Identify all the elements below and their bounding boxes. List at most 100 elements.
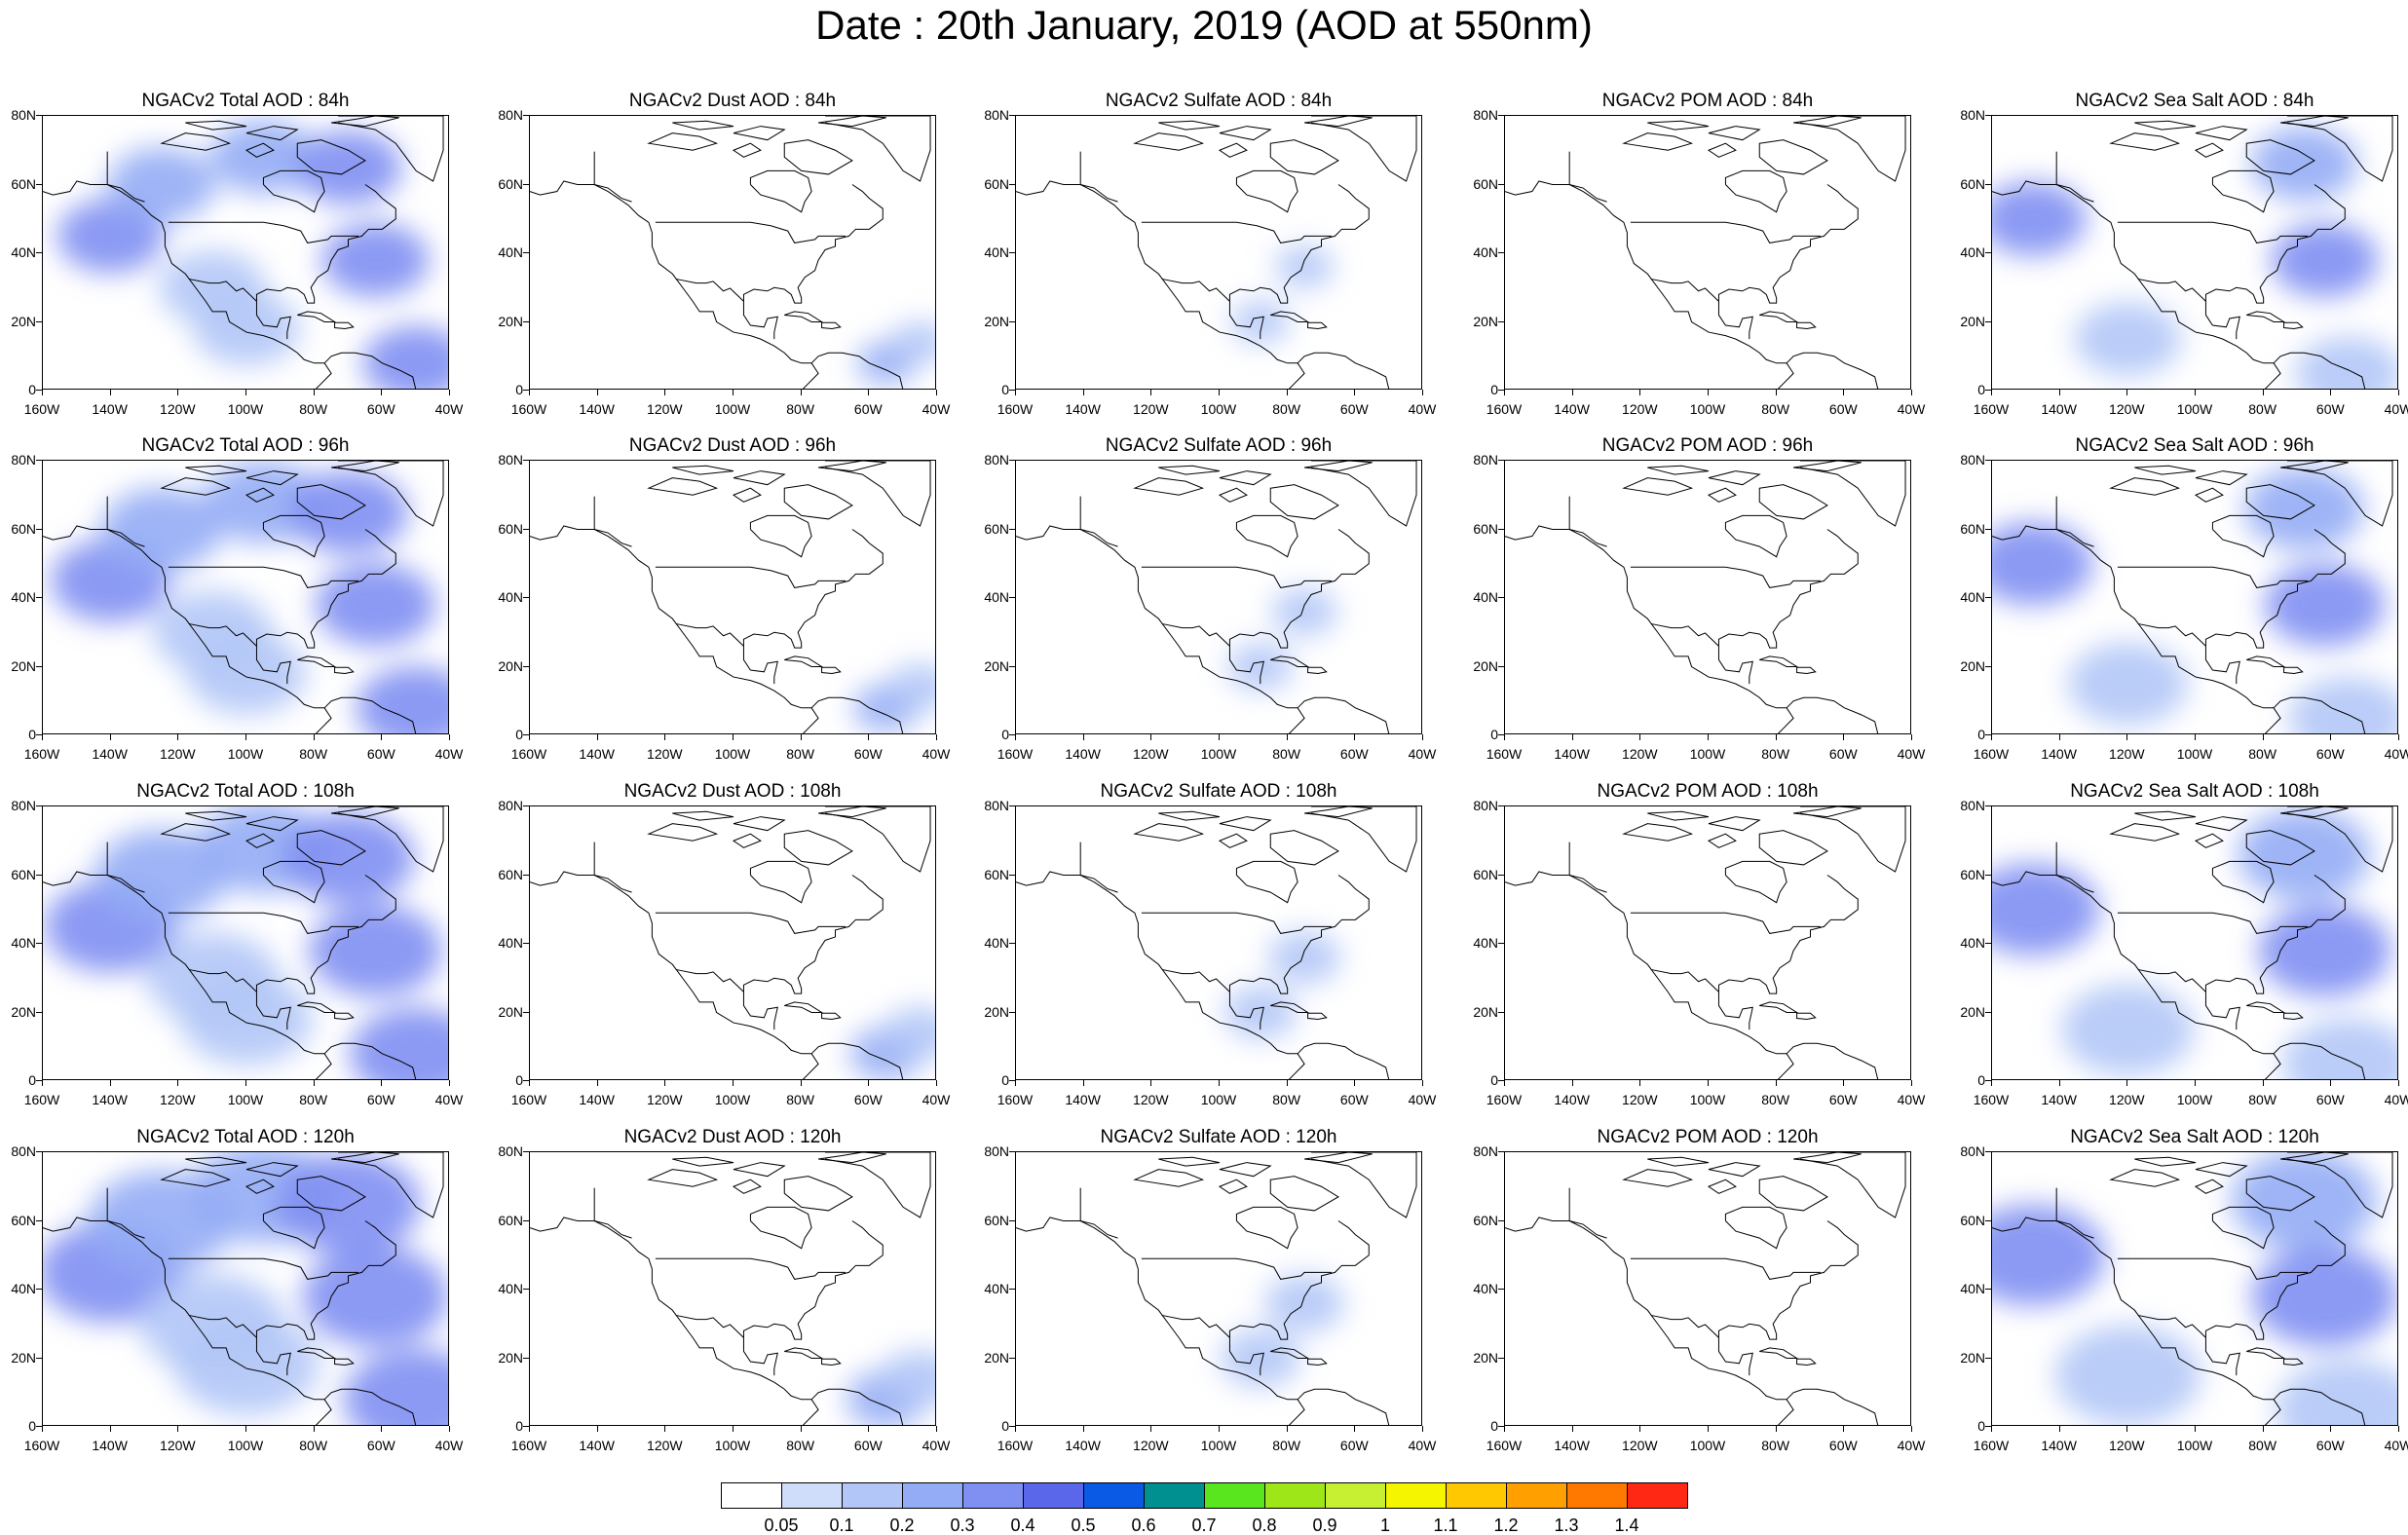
map-svg (1505, 1152, 1906, 1425)
lat-tick-label: 40N (1473, 1281, 1498, 1296)
coastline (297, 1347, 337, 1359)
map-panel (1991, 805, 2398, 1080)
lon-tick-mark (1422, 390, 1423, 395)
lat-tick-label: 20N (498, 657, 523, 674)
coastline (1228, 646, 1264, 685)
lon-tick-label: 60W (1828, 746, 1858, 762)
coastline (672, 1156, 734, 1167)
coastline (1079, 842, 1118, 893)
lon-tick-label: 140W (92, 401, 128, 417)
coastline (2137, 968, 2206, 992)
coastline (1079, 496, 1118, 547)
lon-tick-mark (245, 1080, 246, 1086)
lon-tick-mark (1991, 734, 1992, 740)
lon-tick-label: 100W (714, 746, 751, 762)
lon-tick-mark (2126, 390, 2128, 395)
coastline (1141, 912, 1332, 934)
coastline (1304, 116, 1373, 128)
coastline (245, 487, 275, 503)
lat-tick-mark (1985, 805, 1991, 806)
lon-tick-label: 160W (23, 1438, 60, 1453)
coastline (732, 833, 762, 848)
aod-blob (349, 1007, 448, 1079)
coastline (1568, 842, 1607, 893)
aod-blob (209, 120, 318, 195)
coastline (1288, 362, 1305, 389)
lon-tick-mark (313, 1080, 315, 1086)
coastline (1307, 1358, 1328, 1367)
lat-tick-label: 80N (984, 1143, 1009, 1159)
coastline (1228, 184, 1370, 304)
lat-tick-label: 20N (11, 313, 36, 329)
lon-tick-label: 140W (2041, 746, 2077, 762)
coastline (255, 301, 291, 340)
lon-tick-label: 80W (299, 1092, 328, 1107)
lon-tick-mark (1775, 1080, 1777, 1086)
lon-tick-label: 40W (922, 401, 951, 417)
colorbar-label: 0.2 (889, 1516, 915, 1535)
coastline (2211, 1206, 2275, 1250)
coastline (818, 806, 886, 818)
coastline (1799, 461, 1906, 527)
lon-tick-mark (664, 1426, 666, 1432)
coastline (783, 484, 853, 520)
coastline (1161, 278, 1230, 302)
lat-tick-label: 0 (515, 727, 523, 742)
lon-tick-label: 100W (1689, 401, 1726, 417)
lon-tick-label: 160W (1973, 1438, 2010, 1453)
coastline (1079, 151, 1118, 203)
lat-tick-mark (1985, 1289, 1991, 1290)
lon-tick-label: 40W (434, 1092, 464, 1107)
coastline (2204, 529, 2346, 649)
lon-tick-mark (109, 390, 111, 395)
coastline (1707, 1179, 1737, 1194)
colorbar-label: 1.1 (1433, 1516, 1458, 1535)
panel-title: NGACv2 Sea Salt AOD : 120h (2070, 1127, 2319, 1147)
lon-tick-mark (245, 390, 246, 395)
lon-tick-mark (1354, 1426, 1356, 1432)
lon-tick-mark (1082, 1426, 1084, 1432)
lon-tick-mark (1911, 390, 1912, 395)
coastline (2245, 139, 2315, 175)
coastline (1219, 126, 1272, 141)
lon-tick-mark (2195, 1080, 2196, 1086)
lat-tick-label: 0 (515, 382, 523, 397)
lon-tick-mark (529, 734, 530, 740)
aod-blob (1992, 522, 2093, 606)
lon-tick-label: 60W (1339, 1092, 1369, 1107)
lon-tick-label: 60W (366, 401, 395, 417)
lat-tick-mark (36, 1219, 42, 1221)
lon-tick-label: 100W (714, 1092, 751, 1107)
coastline (1708, 470, 1761, 486)
lat-tick-mark (1498, 1151, 1504, 1152)
coastline (742, 184, 884, 304)
lon-tick-label: 140W (2041, 1438, 2077, 1453)
coastline (1650, 968, 1719, 992)
aod-blob (2275, 1359, 2397, 1425)
lon-tick-mark (800, 734, 802, 740)
coastline (1310, 1152, 1417, 1218)
lat-tick-mark (1985, 320, 1991, 322)
lon-tick-label: 60W (366, 1092, 395, 1107)
lat-tick-label: 40N (498, 589, 523, 605)
lon-tick-label: 80W (1272, 1438, 1301, 1453)
lon-tick-mark (596, 390, 598, 395)
lon-tick-mark (936, 390, 937, 395)
coastline (1717, 875, 1859, 994)
lon-tick-label: 100W (227, 746, 264, 762)
lat-tick-label: 40N (1960, 1281, 1985, 1296)
coastline (331, 116, 399, 128)
lon-tick-mark (1843, 734, 1845, 740)
coastline (1269, 484, 1339, 520)
lat-tick-label: 60N (1960, 1212, 1985, 1228)
map-svg (1992, 116, 2397, 389)
aod-blob (886, 663, 935, 712)
coastline (2246, 1347, 2286, 1359)
coastline (647, 477, 719, 496)
coastline (2246, 1001, 2286, 1013)
coastline (647, 823, 719, 842)
coastline (1992, 871, 2366, 1079)
lat-tick-label: 40N (984, 935, 1009, 951)
lon-tick-label: 80W (786, 1092, 815, 1107)
lon-tick-label: 40W (922, 1092, 951, 1107)
